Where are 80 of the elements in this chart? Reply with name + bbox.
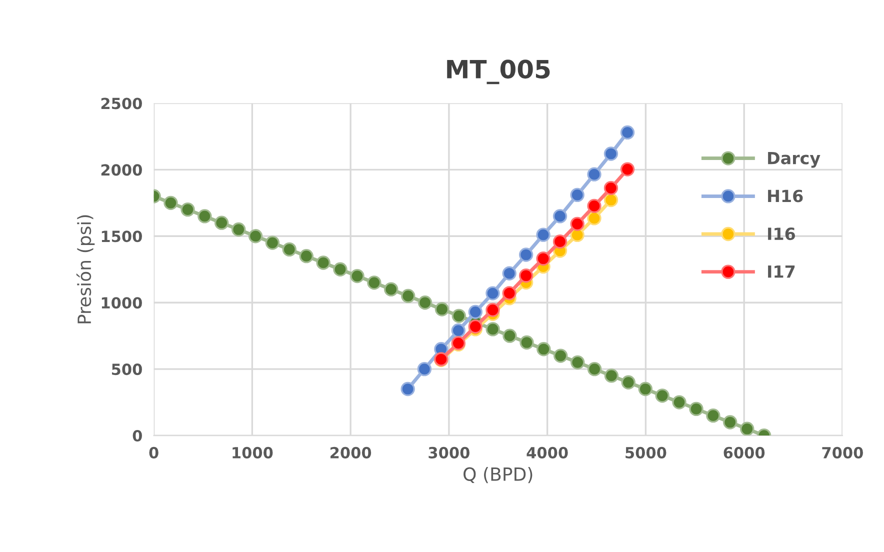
point bbox=[282, 242, 296, 257]
point bbox=[400, 382, 415, 396]
point bbox=[452, 308, 466, 323]
y-tick-label: 500 bbox=[112, 364, 142, 376]
point bbox=[672, 395, 686, 410]
point bbox=[552, 234, 568, 249]
point bbox=[265, 236, 280, 250]
point bbox=[198, 209, 212, 224]
point bbox=[587, 167, 602, 182]
point bbox=[518, 268, 534, 283]
point bbox=[417, 362, 432, 376]
point bbox=[587, 362, 602, 376]
point bbox=[604, 368, 619, 383]
point bbox=[552, 209, 568, 224]
point bbox=[689, 402, 704, 416]
point bbox=[502, 266, 516, 280]
point bbox=[418, 296, 432, 310]
point bbox=[620, 125, 635, 140]
point bbox=[502, 286, 516, 300]
x-tick-label: 4000 bbox=[526, 446, 568, 458]
point bbox=[486, 286, 500, 300]
x-axis-title: Q (BPD) bbox=[464, 467, 532, 484]
point bbox=[570, 216, 584, 231]
y-axis-title: Presión (psi) bbox=[76, 215, 95, 324]
point bbox=[621, 375, 636, 390]
point bbox=[502, 328, 517, 343]
point bbox=[486, 322, 500, 336]
point bbox=[384, 282, 398, 296]
point bbox=[434, 302, 450, 316]
y-tick-label: 1500 bbox=[102, 230, 142, 242]
point bbox=[367, 276, 382, 290]
y-tick-label: 0 bbox=[132, 430, 142, 442]
x-tick-label: 0 bbox=[149, 446, 158, 458]
point bbox=[604, 146, 618, 161]
point bbox=[248, 229, 263, 244]
x-tick-label: 5000 bbox=[626, 446, 666, 458]
point bbox=[164, 196, 178, 210]
y-tick-label: 1000 bbox=[102, 297, 142, 309]
x-tick-label: 7000 bbox=[822, 446, 863, 458]
chart-title: MT_005 bbox=[447, 60, 550, 84]
point bbox=[333, 262, 348, 276]
point bbox=[299, 249, 314, 264]
y-tick-label: 2000 bbox=[101, 164, 142, 176]
point bbox=[486, 302, 500, 317]
point bbox=[638, 382, 652, 396]
point bbox=[655, 388, 670, 403]
point bbox=[620, 162, 635, 176]
point bbox=[740, 422, 754, 436]
legend-label: Darcy bbox=[768, 152, 820, 168]
point bbox=[180, 202, 195, 217]
point bbox=[536, 228, 550, 242]
x-tick-label: 6000 bbox=[724, 446, 765, 458]
x-tick-label: 2000 bbox=[330, 446, 372, 458]
point bbox=[232, 222, 246, 237]
point bbox=[554, 348, 568, 363]
point bbox=[723, 415, 738, 430]
point bbox=[604, 180, 618, 196]
point bbox=[604, 192, 618, 208]
point bbox=[214, 216, 229, 230]
point bbox=[706, 408, 720, 423]
point bbox=[468, 319, 482, 334]
point bbox=[570, 188, 584, 202]
y-tick-label: 2500 bbox=[101, 98, 142, 110]
point bbox=[587, 211, 602, 226]
legend-label: I17 bbox=[768, 265, 795, 278]
legend-label: H16 bbox=[768, 190, 803, 202]
point bbox=[536, 252, 550, 266]
point bbox=[451, 323, 466, 338]
legend-label: I16 bbox=[768, 227, 796, 240]
point bbox=[316, 256, 330, 270]
x-tick-label: 1000 bbox=[232, 446, 273, 458]
point bbox=[350, 268, 364, 284]
point bbox=[570, 355, 585, 370]
x-tick-label: 3000 bbox=[428, 446, 470, 458]
point bbox=[520, 335, 534, 350]
point bbox=[468, 304, 482, 319]
point bbox=[518, 248, 534, 262]
point bbox=[536, 342, 551, 356]
point bbox=[587, 198, 602, 214]
point bbox=[401, 288, 416, 304]
